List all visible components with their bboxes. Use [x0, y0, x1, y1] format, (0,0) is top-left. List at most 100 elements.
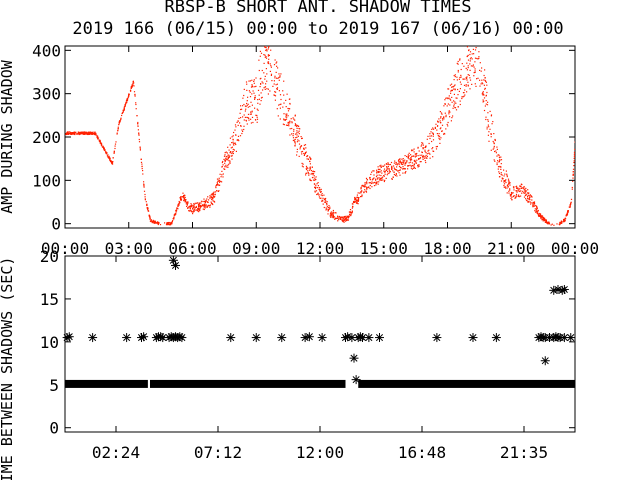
top-data-point — [345, 218, 347, 220]
top-data-point — [73, 133, 76, 135]
top-data-point — [291, 122, 293, 124]
top-data-point — [235, 134, 237, 136]
top-data-point — [91, 133, 93, 135]
top-data-point — [444, 103, 446, 105]
top-data-point — [473, 66, 475, 68]
top-data-point — [147, 209, 149, 211]
top-data-point — [465, 77, 467, 79]
top-data-point — [463, 95, 465, 97]
top-data-point — [298, 125, 300, 127]
top-data-point — [233, 142, 236, 144]
top-data-point — [252, 90, 254, 92]
top-data-point — [408, 162, 410, 164]
top-data-point — [305, 174, 307, 176]
top-data-point — [307, 170, 309, 172]
top-data-point — [483, 94, 485, 96]
top-data-point — [325, 209, 327, 211]
top-data-point — [300, 136, 302, 138]
top-data-point — [528, 198, 531, 200]
top-data-point — [342, 221, 344, 223]
top-data-point — [413, 164, 415, 166]
top-data-point — [200, 200, 203, 202]
top-data-point — [258, 94, 260, 96]
top-data-point — [255, 85, 257, 87]
top-data-point — [139, 149, 141, 151]
top-data-point — [466, 62, 468, 64]
top-data-point — [339, 218, 342, 220]
top-data-point — [323, 194, 325, 196]
top-data-point — [262, 82, 264, 84]
bottom-data-point — [277, 333, 287, 343]
top-data-point — [518, 195, 520, 197]
top-data-point — [386, 166, 388, 168]
top-data-point — [563, 220, 565, 222]
top-data-point — [463, 65, 465, 67]
top-data-point — [177, 204, 179, 206]
top-data-point — [246, 104, 248, 106]
top-data-point — [488, 131, 490, 133]
top-data-point — [436, 129, 438, 131]
top-data-point — [154, 221, 156, 223]
top-data-point — [267, 88, 269, 90]
top-data-point — [338, 219, 340, 221]
top-data-point — [453, 93, 455, 95]
top-data-point — [451, 117, 453, 119]
top-data-point — [205, 206, 207, 208]
top-data-point — [484, 77, 486, 79]
top-data-point — [386, 168, 388, 171]
top-data-point — [267, 48, 269, 50]
top-data-point — [392, 176, 394, 178]
top-data-point — [198, 208, 201, 210]
top-data-point — [227, 156, 230, 158]
top-data-point — [456, 62, 458, 64]
top-data-point — [567, 210, 569, 212]
top-data-point — [573, 157, 575, 159]
top-data-point — [332, 217, 334, 219]
top-data-point — [548, 223, 551, 225]
top-data-point — [167, 222, 169, 224]
top-data-point — [383, 175, 385, 177]
top-data-point — [537, 214, 539, 216]
top-data-point — [436, 133, 438, 135]
top-data-point — [296, 127, 298, 129]
top-data-point — [180, 196, 182, 198]
top-data-point — [431, 140, 433, 143]
top-data-point — [376, 171, 378, 173]
top-data-point — [453, 75, 455, 77]
top-data-point — [229, 152, 231, 154]
top-data-point — [71, 132, 73, 134]
top-data-point — [485, 118, 487, 121]
top-data-point — [117, 126, 119, 128]
top-data-point — [481, 82, 483, 84]
top-data-point — [438, 118, 440, 120]
top-data-point — [84, 131, 86, 133]
top-data-point — [142, 170, 144, 172]
top-data-point — [538, 215, 540, 217]
top-data-point — [221, 166, 223, 168]
top-data-point — [143, 183, 145, 185]
top-data-point — [556, 223, 558, 225]
top-data-point — [226, 166, 228, 168]
top-data-point — [312, 174, 314, 176]
top-data-point — [315, 184, 317, 186]
top-data-point — [283, 80, 285, 82]
top-data-point — [86, 132, 88, 134]
top-data-point — [551, 223, 553, 225]
top-series-points — [65, 46, 575, 226]
top-data-point — [390, 161, 393, 164]
top-data-point — [203, 204, 205, 206]
top-data-point — [203, 198, 205, 200]
top-data-point — [176, 210, 178, 212]
top-data-point — [152, 219, 154, 221]
top-data-point — [369, 187, 371, 190]
top-data-point — [476, 78, 478, 80]
top-data-point — [494, 160, 496, 162]
top-data-point — [528, 192, 530, 194]
top-data-point — [203, 206, 205, 208]
top-data-point — [301, 137, 303, 139]
top-data-point — [445, 114, 447, 116]
top-data-point — [197, 207, 199, 210]
top-data-point — [195, 205, 197, 208]
